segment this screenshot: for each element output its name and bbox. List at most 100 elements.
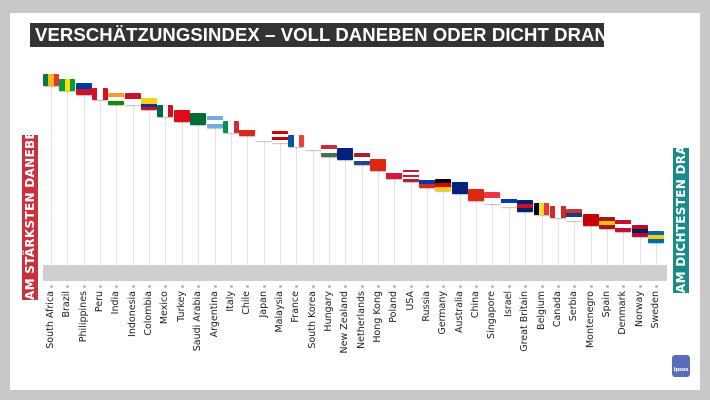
country-label: New Zealand (339, 291, 351, 354)
flag-pole (51, 80, 52, 265)
left-axis-label: AM STÄRKSTEN DANEBEN (22, 120, 38, 300)
tick-dot (311, 285, 315, 288)
tick-dot (82, 285, 86, 288)
tick-dot (507, 285, 511, 288)
flag-pole (296, 141, 298, 265)
country-label: Australia (453, 291, 465, 334)
tick-dot (99, 285, 103, 288)
country-label: Italy (224, 291, 236, 312)
country-label: Norway (633, 291, 645, 328)
flag-pole (476, 194, 478, 265)
flag-marker (566, 209, 583, 222)
flag-marker (647, 231, 664, 243)
tick-dot (393, 285, 397, 288)
flag-marker (419, 176, 436, 189)
tick-dot (180, 285, 184, 288)
tick-dot (131, 285, 135, 288)
flag-marker (173, 110, 190, 123)
flag-pole (67, 84, 69, 265)
country-label: Brazil (61, 291, 73, 318)
country-label: Colombia (143, 291, 155, 336)
country-label: Singapore (486, 291, 498, 339)
country-label: Chile (241, 291, 253, 315)
flag-pole (639, 230, 641, 265)
flag-pole (394, 172, 396, 265)
flag-marker (75, 83, 92, 96)
flag-marker (386, 166, 403, 179)
country-label: Indonesia (126, 291, 138, 337)
tick-dot (262, 285, 266, 288)
tick-dot (638, 285, 642, 288)
flag-pole (230, 127, 232, 265)
flag-pole (443, 185, 445, 265)
ipsos-logo: Ipsos (672, 355, 690, 377)
country-label: India (110, 291, 122, 315)
tick-dot (524, 285, 528, 288)
flag-pole (574, 215, 576, 265)
flag-marker (43, 74, 59, 86)
country-label: Peru (94, 291, 106, 313)
flag-marker (370, 158, 386, 171)
flag-marker (631, 224, 648, 237)
country-label: Sweden (649, 291, 661, 329)
tick-dot (409, 285, 413, 288)
flag-pole (165, 111, 167, 265)
flag-marker (468, 188, 485, 201)
tick-dot (654, 285, 658, 288)
flag-marker (549, 205, 566, 218)
tick-dot (540, 285, 544, 288)
flag-pole (312, 144, 314, 265)
country-label: Israel (502, 291, 514, 317)
flag-pole (100, 94, 102, 265)
country-label: Great Britain (519, 291, 531, 352)
tick-dot (377, 285, 380, 288)
tick-dot (295, 285, 299, 288)
flag-marker (157, 105, 174, 118)
tick-dot (622, 285, 626, 288)
flag-pole (508, 200, 510, 265)
tick-dot (360, 285, 364, 288)
tick-dot (164, 285, 168, 288)
country-label: Canada (551, 291, 563, 328)
flag-marker (484, 191, 501, 204)
flag-marker (59, 78, 76, 91)
flag-pole (541, 208, 543, 265)
country-label: Mexico (159, 291, 171, 325)
flag-pole (655, 237, 657, 265)
tick-dot (426, 285, 430, 288)
country-label: Russia (421, 291, 433, 322)
flag-marker (92, 88, 109, 101)
tick-dot (491, 285, 495, 288)
country-label: Saudi Arabia (192, 291, 204, 352)
flag-marker (435, 179, 452, 192)
tick-dot (213, 285, 217, 288)
flag-pole (198, 119, 200, 265)
flag-pole (345, 153, 347, 265)
flag-pole (590, 219, 592, 265)
flag-marker (353, 152, 370, 165)
rank-strip (43, 265, 667, 281)
country-label: Montenegro (584, 291, 596, 349)
country-label: China (470, 291, 482, 319)
flag-marker (288, 135, 305, 148)
country-label: France (290, 291, 302, 323)
country-label: Serbia (568, 291, 580, 322)
flag-pole (214, 122, 216, 265)
flag-marker (108, 92, 125, 105)
tick-dot (229, 285, 233, 288)
flag-pole (623, 226, 625, 265)
tick-dot (556, 285, 560, 288)
flag-pole (116, 98, 118, 265)
right-axis-label: AM DICHTESTEN DRAN (673, 134, 689, 293)
card (10, 13, 700, 390)
flag-pole (263, 134, 265, 265)
flag-marker (451, 182, 468, 195)
flag-pole (557, 211, 559, 265)
tick-dot (344, 285, 348, 288)
country-label: South Korea (306, 291, 318, 349)
tick-dot (605, 285, 609, 288)
flag-pole (525, 205, 527, 265)
flag-pole (132, 98, 134, 265)
flag-pole (149, 103, 151, 265)
country-label: Belgium (535, 291, 547, 330)
